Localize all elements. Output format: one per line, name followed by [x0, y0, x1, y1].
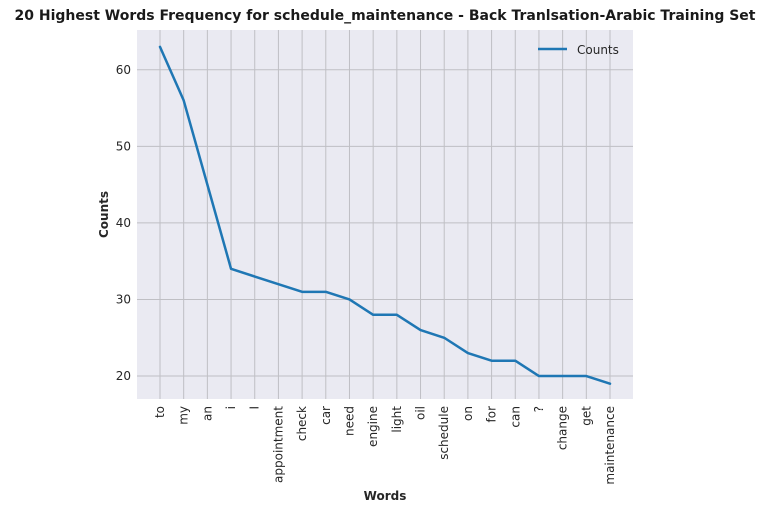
grid-lines	[137, 30, 633, 399]
x-tick-label: engine	[366, 406, 380, 447]
y-axis-label: Counts	[97, 191, 111, 238]
x-tick-label: check	[295, 406, 309, 441]
y-tick-label: 50	[116, 139, 131, 153]
x-tick-label: appointment	[271, 406, 285, 483]
chart-title: 20 Highest Words Frequency for schedule_…	[14, 8, 756, 24]
y-tick-label: 20	[116, 369, 131, 383]
x-tick-label: get	[579, 406, 593, 426]
x-tick-label: car	[319, 406, 333, 425]
x-tick-label: to	[153, 406, 167, 418]
x-tick-label: an	[200, 406, 214, 421]
x-axis-label: Words	[364, 489, 407, 503]
legend-label-counts: Counts	[577, 43, 619, 57]
x-tick-label: need	[342, 406, 356, 436]
x-tick-label: my	[177, 406, 191, 425]
x-tick-label: light	[390, 406, 404, 433]
y-tick-label: 60	[116, 63, 131, 77]
series-layer	[158, 45, 612, 385]
x-tick-label: can	[508, 406, 522, 428]
x-tick-label: oil	[414, 406, 428, 420]
y-tick-label: 30	[116, 292, 131, 306]
legend: Counts	[538, 43, 619, 57]
x-tick-label: I	[248, 406, 262, 410]
y-tick-label: 40	[116, 216, 131, 230]
x-tick-label: on	[461, 406, 475, 421]
series-line-counts	[158, 45, 612, 385]
x-tick-label: i	[224, 406, 238, 409]
x-tick-label: change	[556, 406, 570, 450]
plot-area	[137, 30, 633, 399]
y-tick-labels: 20 30 40 50 60	[116, 63, 131, 383]
x-tick-label: schedule	[437, 406, 451, 460]
x-tick-label: ?	[532, 406, 546, 412]
x-tick-label: for	[485, 406, 499, 423]
x-tick-label: maintenance	[603, 406, 617, 485]
